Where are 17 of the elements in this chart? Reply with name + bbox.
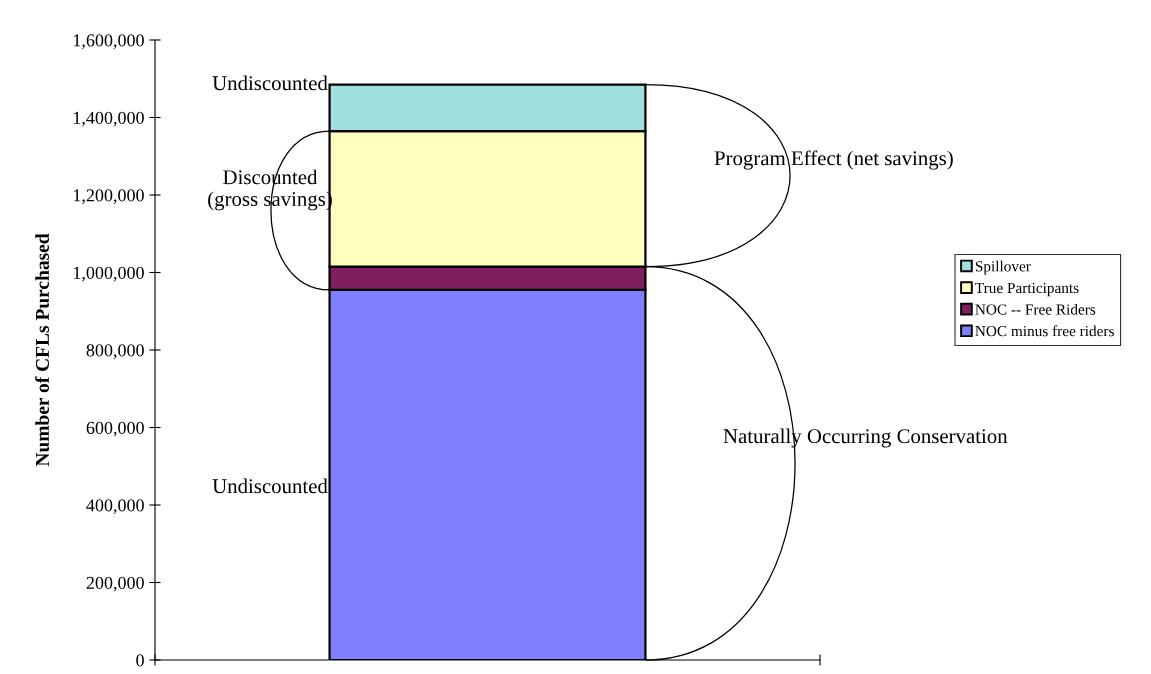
y-tick-label: 1,400,000 bbox=[73, 111, 144, 127]
legend-label: NOC minus free riders bbox=[975, 325, 1114, 337]
y-tick-label: 0 bbox=[136, 654, 144, 667]
y-axis-title: Number of CFLs Purchased bbox=[35, 233, 50, 467]
y-tick-label: 1,200,000 bbox=[73, 189, 144, 205]
legend-label: Spillover bbox=[975, 260, 1031, 275]
text: Undiscounted bbox=[212, 75, 328, 91]
y-tick-label: 800,000 bbox=[86, 344, 144, 360]
legend-label: True Participants bbox=[975, 282, 1079, 297]
text: Undiscounted bbox=[212, 478, 328, 494]
text: Program Effect (net savings) bbox=[714, 150, 953, 170]
y-tick-label: 400,000 bbox=[86, 499, 144, 515]
y-tick-label: 600,000 bbox=[86, 421, 144, 437]
y-tick-label: 1,000,000 bbox=[73, 266, 144, 282]
y-tick-label: 1,600,000 bbox=[73, 34, 144, 50]
y-tick-label: 200,000 bbox=[86, 576, 144, 592]
legend-label: NOC -- Free Riders bbox=[975, 303, 1096, 315]
